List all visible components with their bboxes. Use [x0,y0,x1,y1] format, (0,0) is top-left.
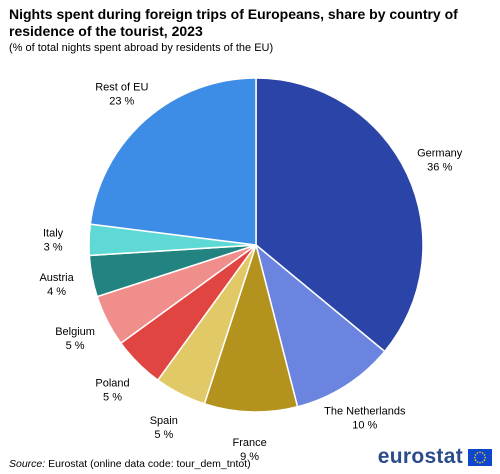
slice-value: 4 % [47,286,66,298]
slice-name: Spain [150,415,178,427]
slice-value: 36 % [427,162,452,174]
slice-value: 5 % [66,340,85,352]
flag-star [476,451,479,454]
flag-star [479,461,481,463]
slice-value: 5 % [103,392,122,404]
source-note: Source: Eurostat (online data code: tour… [9,458,251,470]
slice-label-rest-of-eu: Rest of EU 23 % [95,82,148,108]
slice-label-spain: Spain 5 % [150,415,178,441]
flag-star [474,456,476,458]
slice-name: The Netherlands [324,405,406,417]
slice-value: 3 % [44,242,63,254]
flag-star [483,453,486,456]
source-label: Source: [9,458,46,470]
slice-label-poland: Poland 5 % [95,378,129,404]
pie-slice-france [203,242,299,413]
slice-label-italy: Italy 3 % [43,228,64,254]
pie-slice-the-netherlands [254,242,386,408]
slice-value: 23 % [109,96,134,108]
eurostat-wordmark: eurostat [377,445,463,468]
pie-slice-rest-of-eu [89,77,257,246]
slice-value: 5 % [154,429,173,441]
slice-name: Austria [39,272,74,284]
flag-star [481,451,484,454]
slice-label-the-netherlands: The Netherlands 10 % [324,405,406,431]
slice-name: Belgium [55,326,95,338]
flag-star [483,458,486,461]
slice-name: Germany [417,148,463,160]
chart-title: Nights spent during foreign trips of Eur… [9,6,458,39]
eu-flag-icon [468,448,492,466]
flag-star [481,460,484,463]
pie-slice-germany [255,77,424,353]
flag-star [476,460,479,463]
flag-star [479,451,481,453]
slice-label-france: France 9 % [232,437,266,463]
slice-name: France [232,437,266,449]
slice-label-austria: Austria 4 % [39,272,74,298]
flag-background [468,448,492,466]
slice-label-germany: Germany 36 % [417,148,463,174]
slice-name: Rest of EU [95,82,148,94]
source-text: Eurostat (online data code: tour_dem_tnt… [48,458,251,470]
slice-name: Poland [95,378,129,390]
slice-name: Italy [43,228,64,240]
chart-subtitle: (% of total nights spent abroad by resid… [9,42,274,54]
flag-star [474,453,477,456]
flag-star [484,456,486,458]
slice-value: 9 % [240,451,259,463]
slice-label-belgium: Belgium 5 % [55,326,95,352]
flag-star [474,458,477,461]
slice-value: 10 % [352,419,377,431]
eurostat-logo: eurostat [377,445,492,468]
